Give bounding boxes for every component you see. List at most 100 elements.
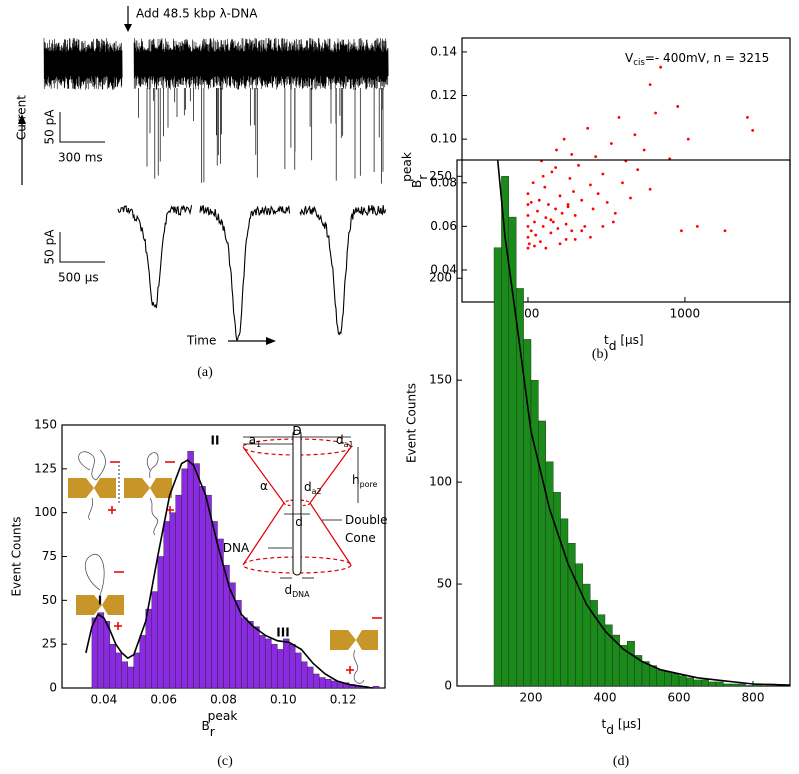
current-trace bbox=[43, 37, 389, 90]
bar bbox=[738, 683, 746, 687]
fit-curve bbox=[496, 159, 791, 686]
x-tick-label: 800 bbox=[742, 691, 765, 705]
x-tick-label: 0.08 bbox=[210, 693, 237, 707]
caption: (b) bbox=[592, 347, 609, 362]
point bbox=[654, 111, 657, 115]
inset-label: da1 bbox=[336, 433, 354, 449]
x-axis-label-part: t bbox=[604, 333, 609, 347]
point bbox=[554, 207, 558, 211]
bar bbox=[530, 379, 539, 687]
y-tick-label: 0.12 bbox=[430, 88, 457, 102]
inset-label-part: d bbox=[284, 583, 292, 597]
caption: (c) bbox=[217, 754, 233, 769]
y-axis-label-part: peak bbox=[399, 151, 413, 182]
scale-label: 300 ms bbox=[58, 151, 103, 165]
point bbox=[560, 211, 564, 215]
bar bbox=[641, 661, 650, 687]
time-arrowhead bbox=[266, 337, 276, 345]
bar bbox=[259, 635, 266, 689]
y-tick-label: 0 bbox=[444, 679, 452, 693]
point bbox=[636, 168, 640, 172]
point bbox=[605, 200, 609, 204]
x-tick-label: 0.04 bbox=[91, 693, 118, 707]
point bbox=[573, 214, 577, 217]
x-axis-label: td [µs] bbox=[602, 717, 642, 737]
bar bbox=[324, 679, 332, 689]
point bbox=[611, 220, 615, 224]
bar bbox=[313, 673, 320, 689]
inset-label: Double bbox=[345, 513, 388, 527]
inset-label-part: Cone bbox=[345, 531, 376, 545]
bar bbox=[181, 468, 188, 689]
x-axis-label: Time bbox=[186, 334, 216, 348]
inset-label-part: D bbox=[292, 424, 301, 438]
caption: (a) bbox=[197, 365, 213, 380]
point bbox=[609, 142, 613, 145]
point bbox=[686, 137, 690, 141]
bar bbox=[247, 621, 254, 689]
inset-label-part: d bbox=[295, 515, 303, 529]
point bbox=[529, 200, 533, 204]
annotation-part: V bbox=[625, 51, 634, 65]
bar bbox=[693, 679, 702, 687]
point bbox=[549, 231, 553, 235]
bar bbox=[671, 673, 680, 687]
bar bbox=[97, 612, 105, 689]
y-tick-label: 125 bbox=[34, 461, 57, 475]
x-tick-label: 400 bbox=[594, 691, 617, 705]
y-tick-label: 200 bbox=[429, 271, 452, 285]
point bbox=[577, 163, 580, 167]
point bbox=[541, 224, 545, 228]
fit-curve bbox=[85, 459, 374, 689]
dna-rod bbox=[292, 429, 302, 576]
y-axis-label: Event Counts bbox=[10, 516, 24, 596]
inset-label: α bbox=[260, 479, 268, 493]
y-tick-label: 150 bbox=[429, 373, 452, 387]
inset-label-part: pore bbox=[360, 479, 378, 488]
point bbox=[680, 229, 683, 233]
point bbox=[594, 155, 598, 158]
x-axis-label-part: d bbox=[609, 338, 617, 352]
bar bbox=[372, 686, 380, 689]
bar bbox=[205, 494, 212, 689]
bar bbox=[723, 683, 732, 687]
event-trace bbox=[299, 205, 387, 336]
bar bbox=[277, 649, 284, 689]
point bbox=[555, 148, 558, 152]
bar bbox=[307, 666, 314, 689]
inset-label-part: a bbox=[249, 433, 256, 447]
point bbox=[558, 242, 562, 246]
peak-label: I bbox=[98, 594, 102, 608]
bar bbox=[241, 617, 248, 689]
x-axis-label-part: t bbox=[602, 717, 607, 731]
bar bbox=[678, 675, 687, 687]
bar bbox=[336, 682, 344, 689]
inset-label-part: Double bbox=[345, 513, 388, 527]
x-tick-label: 200 bbox=[520, 691, 543, 705]
x-tick-label: 0.10 bbox=[270, 693, 297, 707]
inset-label-part: a1 bbox=[344, 439, 354, 448]
bar bbox=[199, 486, 206, 689]
bar bbox=[656, 669, 665, 687]
bar bbox=[708, 681, 717, 687]
y-tick-label: 75 bbox=[42, 549, 57, 563]
point bbox=[537, 198, 541, 202]
x-tick-label: 0.12 bbox=[330, 693, 357, 707]
point bbox=[564, 238, 568, 241]
point bbox=[591, 207, 595, 211]
bar bbox=[151, 591, 158, 689]
point bbox=[550, 170, 554, 174]
inset-label-part: DNA bbox=[223, 541, 250, 555]
scale-bar bbox=[59, 232, 105, 263]
scale-label: 50 pA bbox=[43, 229, 57, 265]
inset-label-part: a2 bbox=[312, 486, 322, 495]
x-axis-label-part: B bbox=[202, 719, 210, 733]
x-tick-label: 0.06 bbox=[150, 693, 177, 707]
y-tick-label: 0.04 bbox=[430, 262, 457, 276]
bar bbox=[715, 681, 724, 687]
inset-label: D bbox=[292, 424, 301, 438]
bar bbox=[289, 643, 296, 689]
inset-label: da2 bbox=[304, 480, 322, 496]
point bbox=[534, 233, 538, 237]
